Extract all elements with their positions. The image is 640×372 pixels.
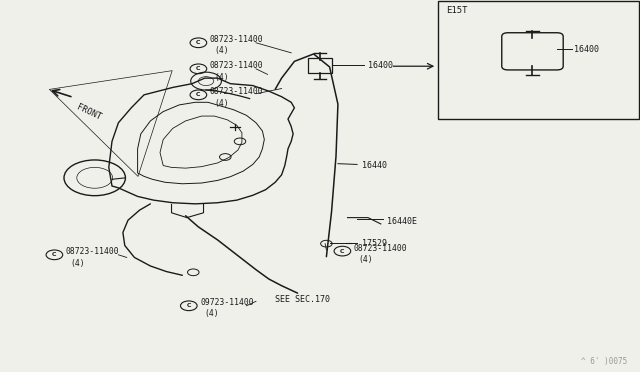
Text: C: C <box>186 303 191 308</box>
Text: 08723-11400: 08723-11400 <box>210 35 264 44</box>
Text: 09723-11400: 09723-11400 <box>200 298 254 307</box>
Text: ^ 6' )0075: ^ 6' )0075 <box>581 357 627 366</box>
Text: 08723-11400: 08723-11400 <box>66 247 120 256</box>
Text: (4): (4) <box>358 255 373 264</box>
Text: C: C <box>196 92 201 97</box>
Text: 08723-11400: 08723-11400 <box>210 61 264 70</box>
Text: (4): (4) <box>214 99 229 108</box>
Text: C: C <box>340 248 345 254</box>
Text: C: C <box>196 40 201 45</box>
Text: 16440E: 16440E <box>387 217 417 226</box>
Text: 08723-11400: 08723-11400 <box>210 87 264 96</box>
Text: 16400: 16400 <box>574 45 599 54</box>
Bar <box>438 1 639 119</box>
Text: SEE SEC.170: SEE SEC.170 <box>275 295 330 304</box>
Text: E15T: E15T <box>446 6 468 15</box>
Text: (4): (4) <box>205 310 220 318</box>
Text: 16400: 16400 <box>368 61 393 70</box>
Text: 16440: 16440 <box>362 161 387 170</box>
Bar <box>308 58 332 73</box>
Text: C: C <box>196 66 201 71</box>
Text: (4): (4) <box>214 73 229 81</box>
Text: FRONT: FRONT <box>76 102 103 122</box>
Text: 08723-11400: 08723-11400 <box>354 244 408 253</box>
Text: (4): (4) <box>70 259 85 267</box>
Text: 17529: 17529 <box>362 239 387 248</box>
Text: C: C <box>52 252 57 257</box>
Text: (4): (4) <box>214 46 229 55</box>
